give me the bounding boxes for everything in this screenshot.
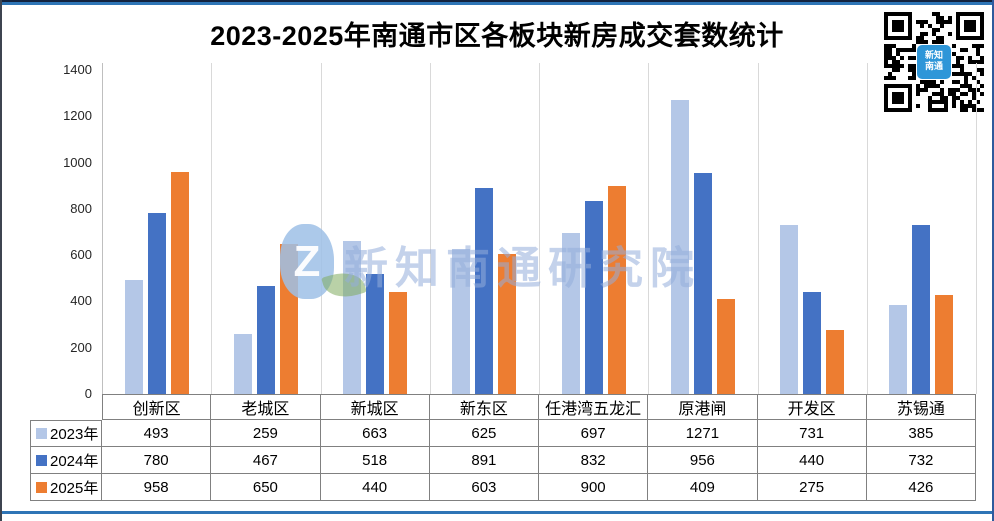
- bar-2023年-老城区: [233, 334, 252, 394]
- bottom-border-bar: [2, 511, 992, 514]
- legend-swatch-icon: [36, 454, 47, 466]
- chart-title: 2023-2025年南通市区各板块新房成交套数统计: [210, 21, 784, 51]
- bar-2025年-新城区: [389, 292, 408, 394]
- bar-2023年-任港湾五龙汇: [561, 232, 580, 394]
- bar-2025年-苏锡通: [935, 295, 954, 394]
- y-tick-label: 800: [70, 200, 92, 216]
- bar-2024年-苏锡通: [912, 224, 931, 394]
- table-header-cell: 新城区: [320, 394, 430, 420]
- gridline: [866, 63, 868, 394]
- legend-cell: 2024年: [30, 447, 102, 474]
- gridline: [211, 63, 213, 394]
- table-value-cell: 385: [866, 420, 976, 447]
- table-header-cell: 苏锡通: [866, 394, 976, 420]
- bar-2025年-任港湾五龙汇: [607, 185, 626, 394]
- table-value-cell: 440: [320, 474, 430, 501]
- bar-2024年-原港闸: [693, 172, 712, 394]
- table-header-cell: 任港湾五龙汇: [539, 394, 649, 420]
- table-value-cell: 832: [539, 447, 649, 474]
- bar-2025年-原港闸: [716, 299, 735, 394]
- qr-center-line2: 南通: [924, 61, 943, 72]
- top-border-bar: [2, 0, 992, 5]
- y-tick-label: 200: [70, 339, 92, 355]
- bar-2024年-开发区: [803, 292, 822, 394]
- table-value-cell: 409: [648, 474, 758, 501]
- y-tick-label: 600: [70, 247, 92, 263]
- bar-2023年-苏锡通: [889, 304, 908, 394]
- bar-2024年-新东区: [475, 187, 494, 394]
- qr-pattern-svg: [880, 8, 988, 116]
- qr-center-logo: 新知 南通: [917, 45, 951, 79]
- table-value-cell: 440: [757, 447, 867, 474]
- bar-2025年-开发区: [826, 330, 845, 394]
- table-header-cell: 新东区: [429, 394, 539, 420]
- gridline: [976, 63, 977, 394]
- gridline: [757, 63, 759, 394]
- bar-2024年-创新区: [147, 213, 166, 394]
- table-value-cell: 259: [211, 420, 321, 447]
- table-header-cell: 创新区: [102, 394, 212, 420]
- table-value-cell: 426: [866, 474, 976, 501]
- table-value-cell: 518: [320, 447, 430, 474]
- bar-2024年-新城区: [366, 274, 385, 394]
- table-header-cell: 老城区: [211, 394, 321, 420]
- table-value-cell: 467: [211, 447, 321, 474]
- table-value-cell: 956: [648, 447, 758, 474]
- data-table: 创新区 老城区 新城区 新东区 任港湾五龙汇 原港闸 开发区 苏锡通 2023年 493 259 66…: [30, 394, 976, 501]
- qr-code: 新知 南通: [880, 8, 988, 116]
- gridline: [320, 63, 322, 394]
- table-value-cell: 650: [211, 474, 321, 501]
- qr-center-line1: 新知: [924, 50, 943, 60]
- legend-label: 2024年: [50, 452, 99, 470]
- bar-2023年-新东区: [452, 249, 471, 394]
- table-value-cell: 891: [429, 447, 539, 474]
- bar-2025年-老城区: [279, 243, 298, 394]
- table-value-cell: 1271: [648, 420, 758, 447]
- table-value-cell: 625: [429, 420, 539, 447]
- table-value-cell: 731: [757, 420, 867, 447]
- table-value-cell: 493: [102, 420, 212, 447]
- legend-swatch-icon: [36, 481, 47, 493]
- legend-cell: 2025年: [30, 474, 102, 501]
- table-value-cell: 697: [539, 420, 649, 447]
- legend-label: 2025年: [50, 479, 99, 497]
- table-header-cell: 开发区: [757, 394, 867, 420]
- table-value-cell: 958: [102, 474, 212, 501]
- bar-2025年-创新区: [170, 172, 189, 394]
- legend-swatch-icon: [36, 428, 47, 439]
- gridline: [648, 63, 650, 394]
- table-header-cell: 原港闸: [648, 394, 758, 420]
- table-value-cell: 900: [539, 474, 649, 501]
- table-value-cell: 663: [320, 420, 430, 447]
- gridline: [539, 63, 540, 394]
- y-tick-label: 1000: [63, 154, 92, 170]
- table-blank-cell: [30, 394, 102, 420]
- table-value-cell: 780: [102, 447, 212, 474]
- legend-cell: 2023年: [30, 420, 102, 447]
- bar-2023年-创新区: [124, 279, 143, 394]
- y-tick-label: 0: [84, 386, 92, 401]
- legend-label: 2023年: [50, 426, 99, 443]
- y-tick-label: 1400: [63, 62, 92, 77]
- table-value-cell: 275: [757, 474, 867, 501]
- bar-2024年-老城区: [256, 285, 275, 394]
- bar-2024年-任港湾五龙汇: [584, 201, 603, 394]
- y-axis-line: [102, 63, 103, 394]
- bar-2023年-原港闸: [670, 99, 689, 394]
- bar-2023年-开发区: [780, 224, 799, 394]
- y-tick-label: 1200: [63, 108, 92, 124]
- table-value-cell: 732: [866, 447, 976, 474]
- bar-2025年-新东区: [498, 254, 517, 394]
- bar-2023年-新城区: [343, 240, 362, 394]
- table-value-cell: 603: [429, 474, 539, 501]
- y-tick-label: 400: [70, 293, 92, 309]
- gridline: [429, 63, 431, 394]
